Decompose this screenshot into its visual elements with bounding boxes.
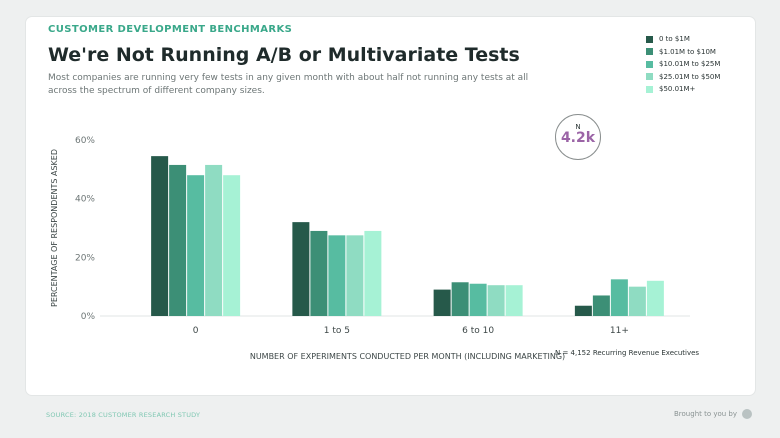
legend-label: 0 to $1M (659, 35, 690, 44)
x-axis-label: NUMBER OF EXPERIMENTS CONDUCTED PER MONT… (250, 352, 565, 361)
bar (505, 285, 523, 316)
legend-label: $1.01M to $10M (659, 47, 716, 56)
bar (310, 230, 328, 316)
legend-swatch (646, 85, 653, 93)
chart-card (26, 17, 755, 395)
x-tick-label: 0 (193, 326, 199, 336)
bar (292, 222, 310, 316)
chart-footnote: N = 4,152 Recurring Revenue Executives (555, 349, 700, 357)
legend-label: $50.01M+ (659, 85, 696, 94)
bar (169, 164, 187, 316)
bar (328, 235, 346, 316)
brand-text: Brought to you by (674, 410, 738, 418)
legend-item: $1.01M to $10M (646, 46, 720, 59)
y-tick-label: 0% (81, 312, 96, 322)
legend-swatch (646, 48, 653, 56)
legend-item: 0 to $1M (646, 33, 720, 46)
bar (574, 305, 592, 316)
page-subtitle: Most companies are running very few test… (48, 73, 529, 96)
chart-legend: 0 to $1M $1.01M to $10M $10.01M to $25M … (646, 33, 720, 96)
bar (628, 286, 646, 316)
page-title: We're Not Running A/B or Multivariate Te… (48, 44, 520, 66)
source-note: SOURCE: 2018 CUSTOMER RESEARCH STUDY (46, 411, 201, 419)
bar (433, 289, 451, 316)
bar (223, 175, 241, 316)
bar (205, 164, 223, 316)
x-tick-label: 6 to 10 (462, 326, 494, 336)
sample-size-badge: N 4.2k (555, 114, 601, 160)
bar (610, 279, 628, 316)
legend-item: $50.01M+ (646, 83, 720, 96)
x-tick-label: 1 to 5 (324, 326, 350, 336)
legend-item: $10.01M to $25M (646, 58, 720, 71)
brand-credit: Brought to you by (674, 409, 753, 419)
y-tick-label: 40% (75, 195, 95, 205)
legend-label: $10.01M to $25M (659, 60, 721, 69)
legend-swatch (646, 35, 653, 43)
legend-swatch (646, 73, 653, 81)
profitwell-logo-icon (742, 409, 753, 419)
legend-label: $25.01M to $50M (659, 72, 721, 81)
eyebrow-label: CUSTOMER DEVELOPMENT BENCHMARKS (48, 24, 293, 35)
bar (187, 175, 205, 316)
x-tick-label: 11+ (610, 326, 629, 336)
bar (592, 295, 610, 316)
bar (487, 285, 505, 316)
bar (451, 282, 469, 316)
bar (151, 156, 169, 316)
bar (469, 283, 487, 316)
y-axis-label: PERCENTAGE OF RESPONDENTS ASKED (50, 149, 59, 307)
legend-item: $25.01M to $50M (646, 71, 720, 84)
bar (646, 280, 664, 316)
badge-label: N (575, 123, 581, 131)
legend-swatch (646, 60, 653, 68)
y-tick-label: 60% (75, 136, 95, 146)
bar (346, 235, 364, 316)
y-tick-label: 20% (75, 253, 95, 263)
bar (364, 230, 382, 316)
badge-value: 4.2k (560, 130, 596, 146)
